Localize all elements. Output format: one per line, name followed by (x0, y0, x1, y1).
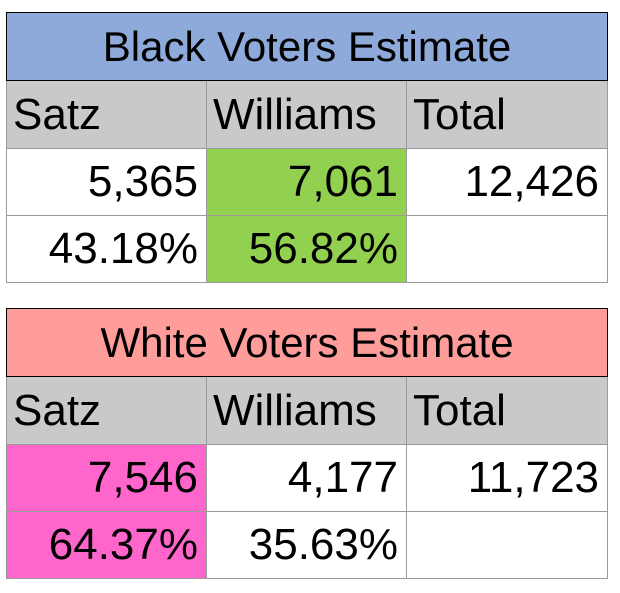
black-satz-percent: 43.18% (6, 215, 207, 283)
black-header-williams: Williams (206, 80, 407, 149)
black-total-count: 12,426 (405, 148, 609, 216)
white-header-total: Total (405, 376, 609, 445)
white-williams-count: 4,177 (206, 444, 407, 512)
black-header-satz: Satz (6, 80, 207, 149)
white-satz-count: 7,546 (6, 444, 207, 512)
black-voters-title: Black Voters Estimate (5, 12, 609, 81)
white-williams-percent: 35.63% (206, 511, 407, 579)
black-total-percent (405, 215, 609, 283)
black-williams-percent: 56.82% (206, 215, 407, 283)
white-total-count: 11,723 (405, 444, 609, 512)
black-satz-count: 5,365 (6, 148, 207, 216)
white-voters-table: White Voters Estimate Satz Williams Tota… (5, 308, 609, 579)
white-voters-title: White Voters Estimate (5, 308, 609, 377)
white-header-satz: Satz (6, 376, 207, 445)
white-total-percent (405, 511, 609, 579)
black-voters-table: Black Voters Estimate Satz Williams Tota… (5, 12, 609, 283)
white-satz-percent: 64.37% (6, 511, 207, 579)
black-header-total: Total (405, 80, 609, 149)
white-header-williams: Williams (206, 376, 407, 445)
black-williams-count: 7,061 (206, 148, 407, 216)
